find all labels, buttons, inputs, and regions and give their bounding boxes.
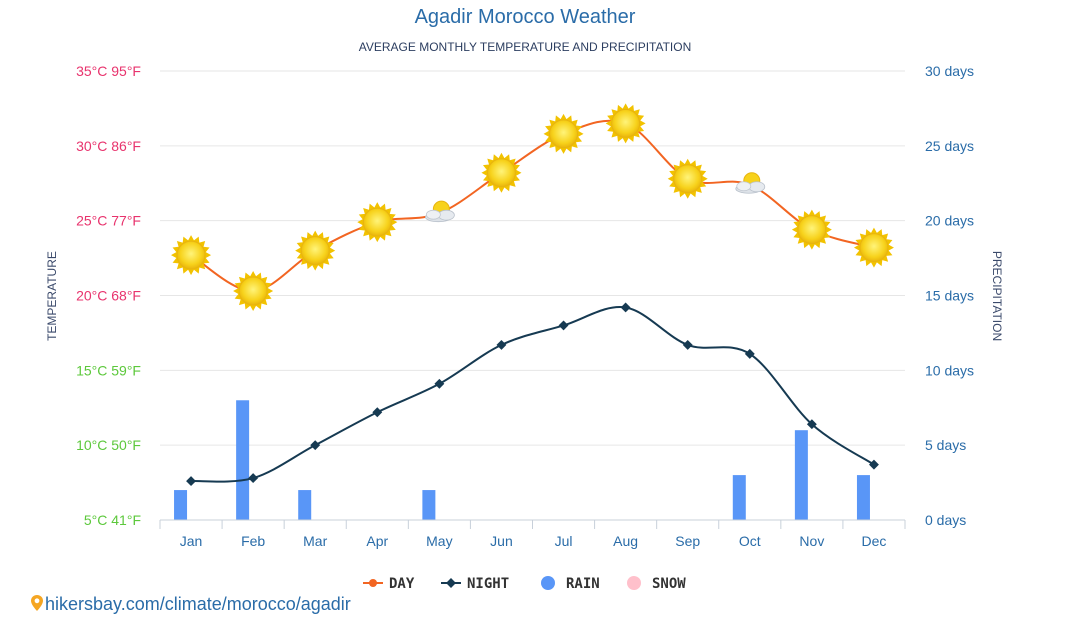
left-axis-title: TEMPERATURE (45, 251, 59, 341)
night-point (682, 339, 693, 350)
night-point (869, 459, 879, 470)
left-tick-label: 5°C 41°F (84, 512, 141, 528)
rain-bar (298, 490, 312, 520)
night-point (186, 476, 196, 487)
x-tick-label: Aug (613, 533, 638, 549)
sun-icon (232, 270, 274, 312)
left-tick-label: 20°C 68°F (76, 288, 141, 304)
right-tick-label: 30 days (925, 63, 974, 79)
legend-item-rain[interactable]: RAIN (541, 576, 600, 592)
left-axis-ticks: 35°C 95°F 30°C 86°F 25°C 77°F 20°C 68°F 15°C… (76, 63, 141, 528)
sun-icon (791, 209, 833, 251)
rain-bar (794, 430, 808, 520)
x-tick-label: Apr (366, 533, 388, 549)
x-tick-label: Nov (799, 533, 824, 549)
rain-bar (422, 490, 436, 520)
x-tick-label: Feb (241, 533, 265, 549)
x-tick-label: Dec (862, 533, 887, 549)
night-point (310, 440, 321, 451)
rain-bar (236, 400, 250, 520)
left-tick-label: 10°C 50°F (76, 437, 141, 453)
x-tick-label: Jun (490, 533, 513, 549)
legend-label: NIGHT (467, 576, 509, 592)
sun-icon (294, 230, 336, 272)
x-tick-label: Sep (675, 533, 700, 549)
sun-icon (170, 234, 212, 276)
sun-icon (853, 227, 895, 269)
legend-item-night[interactable]: NIGHT (441, 576, 509, 592)
source-text: hikersbay.com/climate/morocco/agadir (45, 594, 351, 614)
chart-subtitle: AVERAGE MONTHLY TEMPERATURE AND PRECIPIT… (359, 40, 692, 54)
right-tick-label: 20 days (925, 213, 974, 229)
left-tick-label: 35°C 95°F (76, 63, 141, 79)
night-point (806, 419, 817, 430)
sun-icon (480, 152, 522, 194)
left-tick-label: 15°C 59°F (76, 362, 141, 378)
right-tick-label: 0 days (925, 512, 966, 528)
right-axis-title: PRECIPITATION (990, 251, 1004, 341)
sun-cloud-icon (424, 200, 455, 223)
right-tick-label: 25 days (925, 138, 974, 154)
sun-icon (605, 102, 647, 144)
left-tick-label: 25°C 77°F (76, 213, 141, 229)
rain-bar (174, 490, 188, 520)
x-tick-label: Oct (739, 533, 761, 549)
sun-cloud-icon (735, 172, 766, 194)
x-tick-label: Jan (180, 533, 203, 549)
night-line (190, 306, 875, 483)
night-point (744, 348, 755, 359)
sun-icon (667, 158, 709, 200)
left-tick-label: 30°C 86°F (76, 138, 141, 154)
legend-item-snow[interactable]: SNOW (627, 576, 686, 592)
sun-icon (356, 201, 398, 243)
night-point (248, 473, 259, 484)
legend-label: DAY (389, 576, 415, 592)
chart-title: Agadir Morocco Weather (415, 6, 636, 28)
legend-label: RAIN (566, 576, 600, 592)
x-tick-label: Mar (303, 533, 327, 549)
night-point (558, 320, 569, 331)
right-tick-label: 15 days (925, 288, 974, 304)
rain-bars (174, 400, 870, 520)
x-tick-label: May (426, 533, 452, 549)
right-tick-label: 5 days (925, 437, 966, 453)
rain-bar (856, 475, 870, 520)
legend: DAY NIGHT RAIN SNOW (363, 576, 686, 592)
sun-icon (543, 113, 585, 155)
location-pin-icon (31, 595, 43, 611)
rain-bar (732, 475, 746, 520)
x-axis-ticks: Jan Feb Mar Apr May Jun Jul Aug Sep Oct Nov Dec (159, 520, 906, 549)
night-point (372, 407, 383, 418)
night-point (620, 302, 631, 313)
day-series (170, 102, 895, 312)
night-point (434, 378, 445, 389)
x-tick-label: Jul (555, 533, 573, 549)
source-link[interactable]: hikersbay.com/climate/morocco/agadir (30, 594, 351, 615)
legend-label: SNOW (652, 576, 686, 592)
night-point (496, 339, 507, 350)
right-tick-label: 10 days (925, 362, 974, 378)
legend-item-day[interactable]: DAY (363, 576, 415, 592)
night-series (186, 302, 879, 487)
grid-lines (160, 70, 905, 446)
right-axis-ticks: 30 days 25 days 20 days 15 days 10 days 5 day… (925, 63, 974, 528)
